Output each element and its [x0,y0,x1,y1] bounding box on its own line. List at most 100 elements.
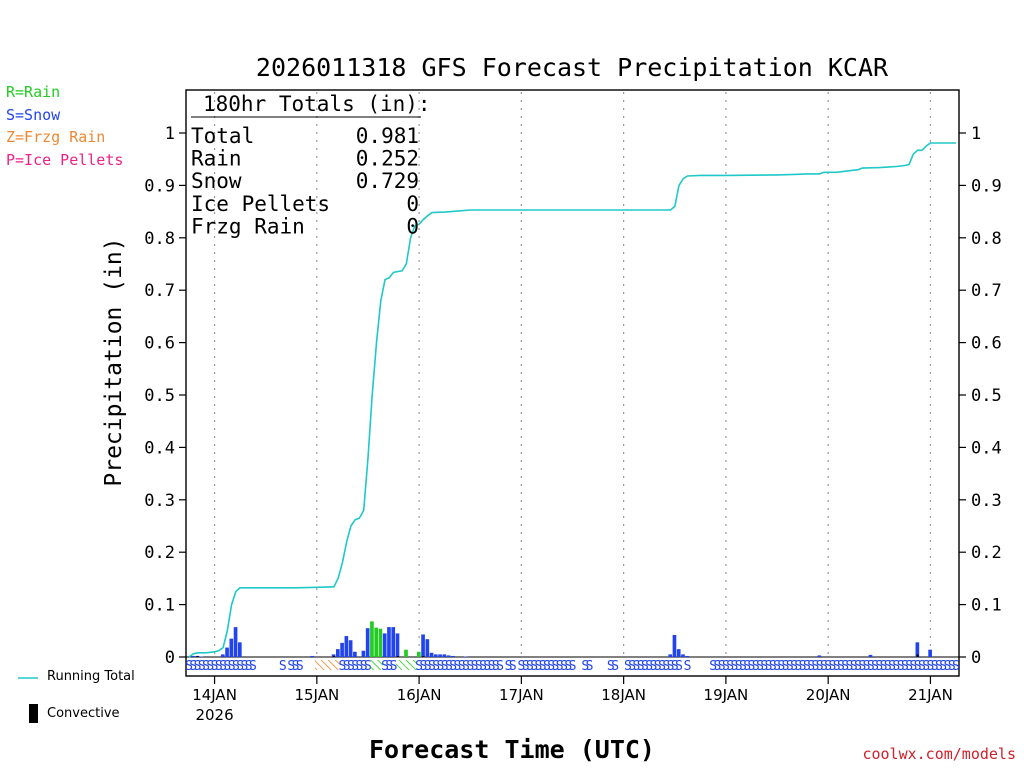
ptype-letter: S [547,659,555,674]
ptype-letter: S [756,659,764,674]
legend-snow: S=Snow [6,105,61,124]
chart-title: 2026011318 GFS Forecast Precipitation KC… [256,53,889,82]
totals-row-value: 0.981 [356,124,419,148]
snow-bar [382,633,387,657]
x-tick-sublabel: 2026 [195,706,233,724]
ptype-letter: S [650,659,658,674]
y-tick-label-left: 1 [165,124,175,144]
ptype-letter: S [245,659,253,674]
y-tick-label-left: 0.2 [144,543,175,563]
ptype-letter: S [228,659,236,674]
y-tick-label-left: 0.7 [144,281,175,301]
ptype-letter: S [671,659,679,674]
ptype-letter: S [799,659,807,674]
y-tick-label-left: 0 [165,648,175,668]
snow-bar [676,649,681,657]
ptype-letter: S [223,659,231,674]
ptype-letter: S [731,659,739,674]
y-tick-label-left: 0.4 [144,438,175,458]
ptype-letter: S [534,659,542,674]
ptype-letter: S [735,659,743,674]
ptype-letter: S [351,659,359,674]
ptype-letter: S [684,659,692,674]
day-gridlines [186,92,959,658]
snow-bar [817,655,822,657]
precip-bars [191,621,932,657]
x-axis: 14JAN 2026 15JAN 16JAN 17JAN 18JAN 19JAN 20JAN 2… [192,676,953,724]
ptype-letter: S [633,659,641,674]
snow-bar [225,647,229,657]
snow-bar [429,652,434,657]
ptype-letter: S [432,659,440,674]
ptype-letter: S [198,659,206,674]
snow-bar [229,638,234,657]
ptype-letter: S [888,659,896,674]
totals-row-label: Ice Pellets [191,192,330,216]
ptype-letter: S [786,659,794,674]
ptype-letter: S [880,659,888,674]
ptype-letter: S [436,659,444,674]
ptype-letter: S [918,659,926,674]
ptype-letter: S [752,659,760,674]
ptype-letter: S [488,659,496,674]
totals-row-label: Rain [191,147,242,171]
ptype-letter: S [811,659,819,674]
totals-row-label: Frzg Rain [191,214,305,238]
x-axis-label: Forecast Time (UTC) [369,735,655,764]
ptype-letter: S [475,659,483,674]
y-tick-label-left: 0.8 [144,229,175,249]
rain-bar [374,627,379,657]
ptype-letter: S [858,659,866,674]
ptype-letter: S [279,659,287,674]
ptype-letter: S [347,659,355,674]
ptype-letter: S [807,659,815,674]
ptype-letter: S [219,659,227,674]
totals-row-label: Total [191,124,254,148]
snow-bar [199,656,204,657]
snow-bar [668,654,673,657]
ptype-letter: S [211,659,219,674]
ptype-letter: S [905,659,913,674]
ptype-letter: S [424,659,432,674]
y-tick-label-right: 1 [971,124,981,144]
ptype-letter: S [782,659,790,674]
ptype-letter: S [769,659,777,674]
ptype-letter: S [901,659,909,674]
ptype-letter: S [841,659,849,674]
ptype-letter: S [449,659,457,674]
y-tick-label-left: 0.6 [144,334,175,354]
snow-bar [421,634,425,657]
y-tick-label-right: 0.8 [971,229,1002,249]
ptype-letter: S [884,659,892,674]
ptype-letter: S [385,659,393,674]
totals-row-value: 0 [406,192,419,216]
ptype-letter: S [530,659,538,674]
convective-bar [422,655,425,657]
ptype-letter: S [287,659,295,674]
ptype-letter: S [909,659,917,674]
ptype-letter: S [564,659,572,674]
x-tick-label: 19JAN [704,686,749,704]
snow-bar [442,654,447,657]
ptype-letter: S [850,659,858,674]
ptype-letter: S [202,659,210,674]
ptype-letter: S [748,659,756,674]
running-total-line [188,142,956,658]
snow-bar [928,649,932,657]
legend-frzg-rain: Z=Frzg Rain [6,128,106,146]
ptype-letter: S [722,659,730,674]
snow-bar [340,642,344,657]
ptype-letter: S [296,659,304,674]
ptype-letter: S [824,659,832,674]
ptype-letter: S [483,659,491,674]
ptype-letter: S [185,659,193,674]
ptype-letter: S [454,659,462,674]
ptype-letter: S [816,659,824,674]
ptype-letter: S [569,659,577,674]
ptype-letter: S [539,659,547,674]
ptype-letter: S [428,659,436,674]
snow-bar [438,654,442,657]
snow-bar [331,654,336,657]
